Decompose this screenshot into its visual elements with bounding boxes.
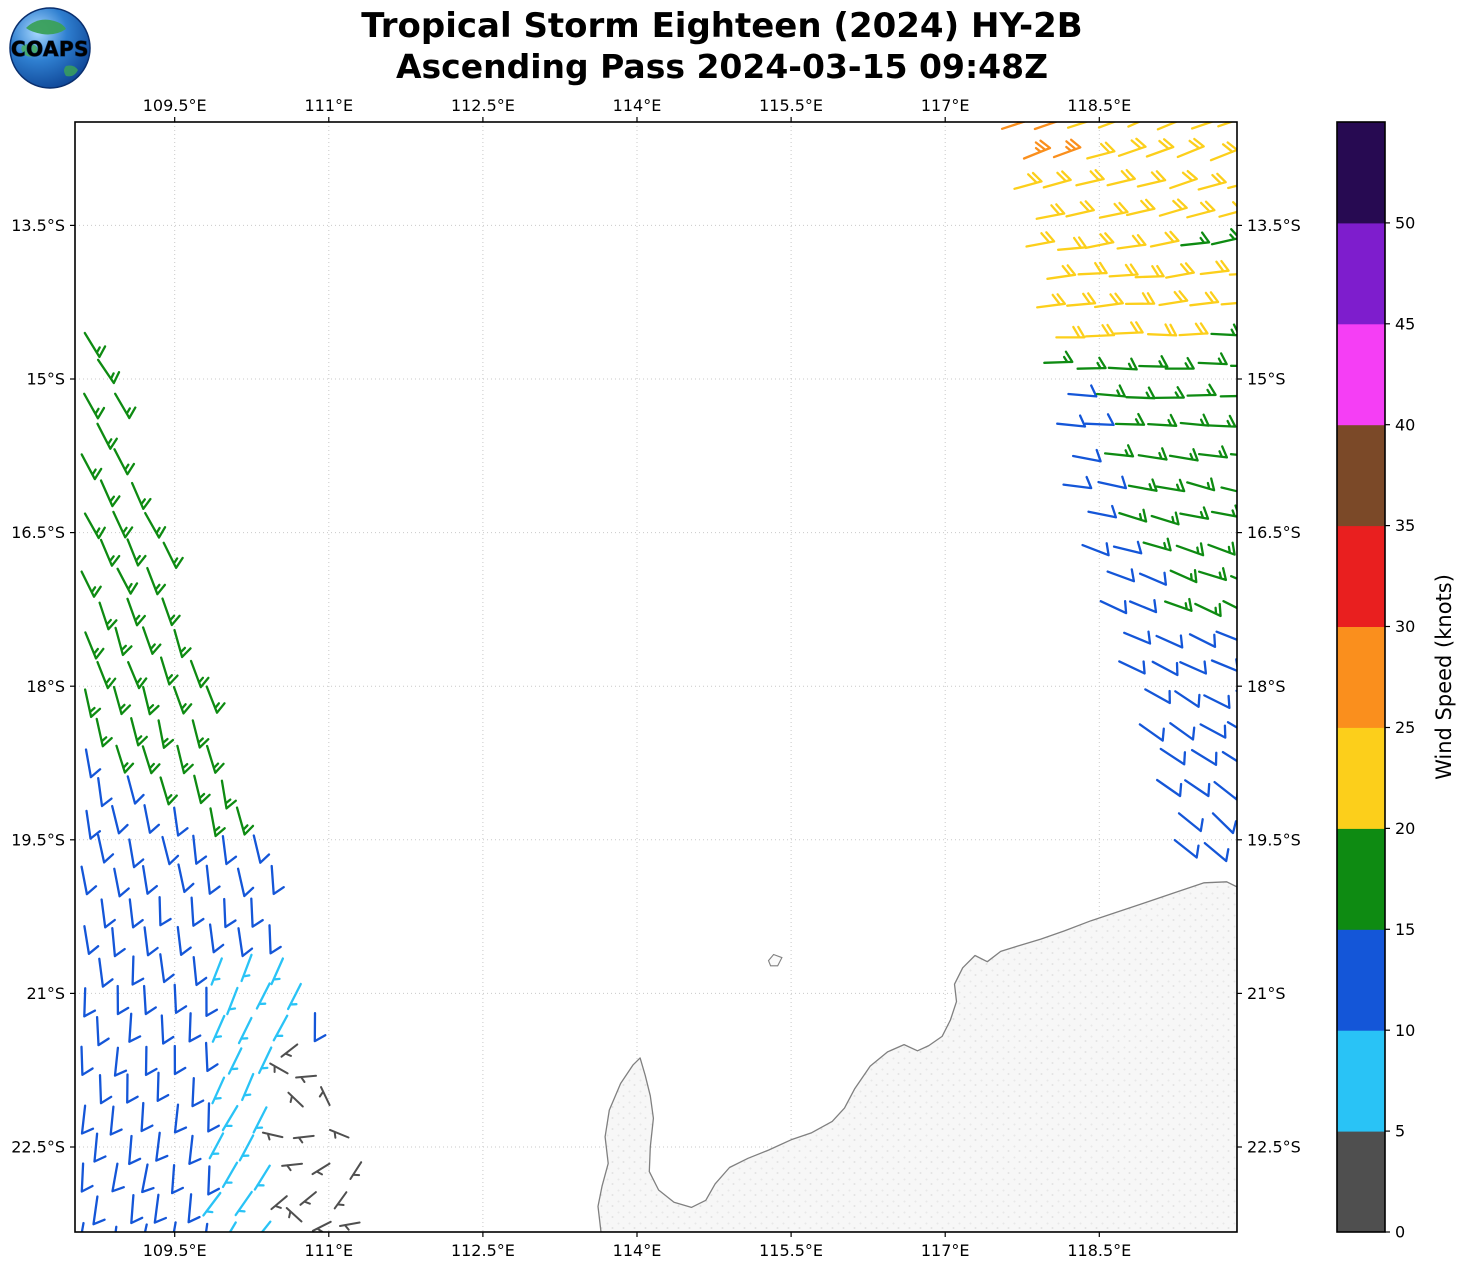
title-line-2: Ascending Pass 2024-03-15 09:48Z — [395, 47, 1049, 87]
colorbar-tick-label: 15 — [1395, 920, 1415, 939]
x-tick-label-top: 117°E — [921, 96, 970, 115]
x-tick-label-top: 118.5°E — [1067, 96, 1131, 115]
x-tick-label-bottom: 114°E — [613, 1241, 662, 1260]
colorbar-tick-label: 30 — [1395, 617, 1415, 636]
wind-barbs — [80, 122, 1237, 1232]
x-tick-label-bottom: 117°E — [921, 1241, 970, 1260]
colorbar-axis-label: Wind Speed (knots) — [1432, 574, 1456, 780]
y-tick-label-left: 18°S — [26, 677, 65, 696]
globe-continent-shape — [21, 44, 38, 57]
y-tick-label-right: 16.5°S — [1247, 523, 1301, 542]
plot-frame — [74, 121, 1238, 1233]
y-tick-label-right: 21°S — [1247, 984, 1286, 1003]
x-tick-label-top: 111°E — [304, 96, 353, 115]
y-tick-label-right: 13.5°S — [1247, 216, 1301, 235]
x-tick-label-top: 109.5°E — [143, 96, 207, 115]
y-tick-label-right: 19.5°S — [1247, 830, 1301, 849]
y-tick-label-right: 15°S — [1247, 370, 1286, 389]
x-tick-label-bottom: 111°E — [304, 1241, 353, 1260]
colorbar-tick-label: 40 — [1395, 415, 1415, 434]
figure-title: Tropical Storm Eighteen (2024) HY-2B Asc… — [361, 6, 1082, 88]
y-tick-label-left: 22.5°S — [11, 1138, 65, 1157]
colorbar-tick-label: 25 — [1395, 718, 1415, 737]
y-tick-label-left: 19.5°S — [11, 830, 65, 849]
colorbar-tick-label: 35 — [1395, 516, 1415, 535]
x-tick-label-bottom: 109.5°E — [143, 1241, 207, 1260]
title-line-1: Tropical Storm Eighteen (2024) HY-2B — [361, 6, 1083, 46]
axis-ticks-and-labels: 109.5°E 109.5°E 111°E 111°E 112.5°E 112.5°E 11… — [11, 96, 1301, 1260]
colorbar-tick-label: 50 — [1395, 214, 1415, 233]
globe-continent-shape — [26, 19, 66, 35]
colorbar: 0 5 10 15 20 25 30 35 40 45 50 — [1336, 121, 1415, 1242]
colorbar-tick-label: 10 — [1395, 1021, 1415, 1040]
colorbar-tick-label: 5 — [1395, 1122, 1405, 1141]
y-tick-label-left: 15°S — [26, 370, 65, 389]
y-tick-label-left: 16.5°S — [11, 523, 65, 542]
x-tick-label-bottom: 115.5°E — [759, 1241, 823, 1260]
y-tick-label-left: 13.5°S — [11, 216, 65, 235]
globe-continent-shape — [64, 65, 78, 77]
colorbar-tick-label: 20 — [1395, 819, 1415, 838]
coaps-logo-svg: COAPS — [9, 7, 91, 89]
y-tick-label-right: 22.5°S — [1247, 1138, 1301, 1157]
land-coastline — [597, 881, 1237, 1232]
x-tick-label-bottom: 118.5°E — [1067, 1241, 1131, 1260]
logo-text: COAPS — [11, 37, 89, 61]
x-tick-label-bottom: 112.5°E — [451, 1241, 515, 1260]
x-tick-label-top: 114°E — [613, 96, 662, 115]
y-tick-label-right: 18°S — [1247, 677, 1286, 696]
x-tick-label-top: 115.5°E — [759, 96, 823, 115]
colorbar-tick-label: 0 — [1395, 1223, 1405, 1242]
x-tick-label-top: 112.5°E — [451, 96, 515, 115]
coaps-logo: COAPS — [8, 6, 92, 90]
y-tick-label-left: 21°S — [26, 984, 65, 1003]
colorbar-tick-label: 45 — [1395, 314, 1415, 333]
